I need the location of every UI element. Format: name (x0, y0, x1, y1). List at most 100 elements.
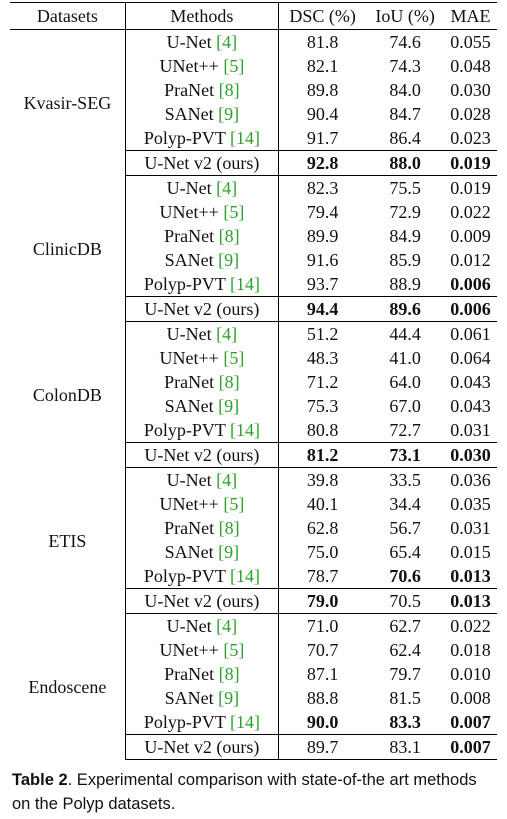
dsc-value: 71.0 (306, 616, 339, 636)
method-name: SANet (164, 396, 214, 416)
method-name: Polyp-PVT (143, 420, 226, 440)
citation-link[interactable]: [8] (214, 372, 240, 392)
mae-value: 0.028 (450, 104, 491, 124)
dsc-value: 91.7 (306, 128, 339, 148)
table-row: ETIS U-Net [4] 39.8 33.5 0.036 (10, 467, 497, 614)
citation-link[interactable]: [8] (214, 518, 240, 538)
citation-number: 4 (222, 178, 232, 198)
citation-link[interactable]: [8] (214, 80, 240, 100)
citation-number: 14 (236, 566, 255, 586)
mae-value: 0.022 (450, 202, 491, 222)
iou-value: 44.4 (389, 324, 421, 344)
method-name: U-Net (166, 470, 212, 490)
dsc-value: 62.8 (306, 518, 339, 538)
citation-link[interactable]: [5] (218, 640, 245, 660)
method-cell: U-Net v2 (ours) (125, 734, 280, 760)
iou-value: 70.5 (366, 588, 444, 614)
citation-link[interactable]: [4] (211, 470, 238, 490)
mae-value: 0.036 (450, 470, 491, 490)
dsc-value: 78.7 (306, 566, 339, 586)
citation-link[interactable]: [14] (225, 712, 261, 732)
method-cell: UNet++ [5] (125, 200, 280, 224)
header-dsc: DSC (%) (289, 5, 356, 26)
method-cell: U-Net [4] (125, 29, 280, 54)
method-cell: UNet++ [5] (125, 346, 280, 370)
method-name: PraNet (164, 80, 215, 100)
iou-value: 67.0 (389, 396, 421, 416)
citation-number: 4 (222, 470, 232, 490)
citation-link[interactable]: [14] (225, 566, 261, 586)
method-cell: PraNet [8] (125, 224, 280, 248)
table-row: Polyp-PVT [14] 80.8 72.7 0.031 (10, 418, 497, 443)
dsc-value: 40.1 (306, 494, 339, 514)
citation-link[interactable]: [9] (213, 396, 240, 416)
citation-number: 4 (222, 616, 232, 636)
mae-value: 0.061 (450, 324, 491, 344)
citation-link[interactable]: [4] (211, 616, 238, 636)
citation-link[interactable]: [14] (225, 420, 261, 440)
dsc-value: 80.8 (306, 420, 339, 440)
table-row: Endoscene U-Net [4] 71.0 62.7 0.022 (10, 613, 497, 760)
table-row: ClinicDB U-Net [4] 82.3 75.5 0.019 (10, 175, 497, 322)
citation-link[interactable]: [4] (211, 32, 238, 52)
table-row: SANet [9] 75.3 67.0 0.043 (10, 394, 497, 418)
dsc-value: 89.8 (306, 80, 339, 100)
method-name: U-Net (166, 32, 212, 52)
dsc-value: 82.1 (306, 56, 339, 76)
table-row: UNet++ [5] 48.3 41.0 0.064 (10, 346, 497, 370)
header-row: Datasets Methods DSC (%) IoU (%) MAE (10, 2, 497, 30)
citation-link[interactable]: [14] (225, 128, 261, 148)
method-name: SANet (164, 542, 214, 562)
mae-value: 0.006 (450, 274, 491, 294)
iou-value: 88.0 (366, 150, 444, 176)
citation-link[interactable]: [4] (211, 178, 238, 198)
mae-value: 0.009 (450, 226, 491, 246)
caption-label: Table 2 (12, 771, 68, 789)
iou-value: 64.0 (389, 372, 421, 392)
mae-value: 0.022 (450, 616, 491, 636)
citation-link[interactable]: [8] (214, 226, 240, 246)
iou-value: 84.7 (389, 104, 421, 124)
iou-value: 72.9 (389, 202, 421, 222)
dsc-value: 70.7 (306, 640, 339, 660)
citation-link[interactable]: [5] (218, 494, 245, 514)
citation-link[interactable]: [9] (213, 104, 240, 124)
citation-link[interactable]: [5] (218, 56, 245, 76)
header-datasets: Datasets (10, 2, 126, 30)
citation-number: 9 (224, 250, 234, 270)
mae-value: 0.019 (450, 178, 491, 198)
citation-link[interactable]: [9] (213, 542, 240, 562)
caption-text: . Experimental comparison with state-of-… (12, 771, 477, 813)
method-cell: PraNet [8] (125, 516, 280, 540)
citation-link[interactable]: [8] (214, 664, 240, 684)
dsc-value: 79.0 (278, 588, 367, 614)
citation-link[interactable]: [5] (218, 348, 245, 368)
method-name: U-Net (166, 324, 212, 344)
method-cell: U-Net [4] (125, 467, 280, 492)
dsc-value: 81.2 (278, 442, 367, 468)
mae-value: 0.013 (450, 566, 491, 586)
method-cell: PraNet [8] (125, 370, 280, 394)
method-name: UNet++ (159, 348, 219, 368)
citation-link[interactable]: [9] (213, 250, 240, 270)
dsc-value: 75.0 (306, 542, 339, 562)
table-row: Polyp-PVT [14] 78.7 70.6 0.013 (10, 564, 497, 589)
table-row: PraNet [8] 62.8 56.7 0.031 (10, 516, 497, 540)
results-table: Datasets Methods DSC (%) IoU (%) MAE Kva… (10, 2, 497, 760)
table-row: UNet++ [5] 40.1 34.4 0.035 (10, 492, 497, 516)
citation-number: 5 (229, 56, 239, 76)
citation-number: 5 (229, 348, 239, 368)
method-name: PraNet (164, 226, 215, 246)
mae-value: 0.048 (450, 56, 491, 76)
method-cell: U-Net [4] (125, 613, 280, 638)
table-row: ColonDB U-Net [4] 51.2 44.4 0.061 (10, 321, 497, 468)
citation-link[interactable]: [14] (225, 274, 261, 294)
citation-number: 5 (229, 640, 239, 660)
iou-value: 84.0 (389, 80, 421, 100)
method-name: SANet (164, 688, 214, 708)
citation-link[interactable]: [4] (211, 324, 238, 344)
citation-link[interactable]: [9] (213, 688, 240, 708)
citation-number: 8 (224, 664, 234, 684)
citation-link[interactable]: [5] (218, 202, 245, 222)
